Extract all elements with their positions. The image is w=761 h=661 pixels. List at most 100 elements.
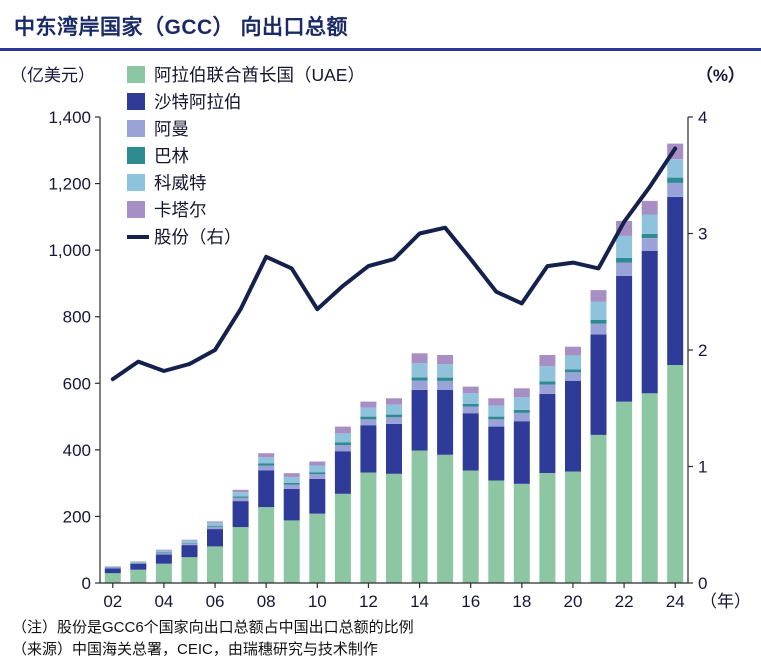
bar-segment: [232, 489, 249, 493]
bar-segment: [590, 323, 607, 335]
bar-segment: [539, 384, 556, 394]
bar-segment: [616, 401, 633, 583]
bar-segment: [437, 389, 454, 455]
bar-segment: [513, 397, 530, 410]
bar-segment: [565, 346, 581, 356]
legend-item: 阿曼: [127, 115, 365, 142]
legend-label: 股份（右）: [154, 227, 242, 247]
x-tick-label: 02: [103, 592, 122, 611]
chart-header: 中东湾岸国家（GCC） 向出口总额: [0, 0, 761, 51]
bar-segment: [539, 381, 556, 385]
left-tick-label: 0: [82, 574, 91, 593]
bar-segment: [283, 484, 300, 489]
legend-label: 阿拉伯联合酋长国（UAE）: [154, 65, 365, 85]
bar-segment: [334, 493, 351, 583]
bar-segment: [155, 549, 172, 551]
bar-segment: [130, 561, 147, 562]
bar-segment: [309, 474, 326, 479]
bar-segment: [258, 453, 275, 458]
bar-segment: [641, 393, 658, 583]
bar-segment: [641, 250, 658, 394]
bar-segment: [155, 552, 172, 554]
bar-segment: [334, 426, 351, 434]
bar-segment: [590, 290, 607, 302]
bar-segment: [155, 554, 172, 564]
x-axis-unit: （年）: [700, 592, 751, 611]
bar-segment: [667, 196, 684, 365]
left-tick-label: 800: [63, 308, 91, 327]
note-definition: （注）股份是GCC6个国家向出口总额占中国出口总额的比例: [12, 619, 414, 636]
bar-segment: [104, 568, 121, 574]
bar-segment: [565, 369, 581, 373]
x-tick-label: 14: [410, 592, 429, 611]
bar-segment: [104, 566, 121, 568]
bar-segment: [181, 540, 198, 543]
bar-segment: [565, 372, 581, 381]
bar-segment: [539, 366, 556, 382]
bar-segment: [207, 522, 223, 526]
bar-segment: [130, 561, 147, 563]
left-tick-label: 200: [63, 507, 91, 526]
left-tick-label: 600: [63, 374, 91, 393]
left-tick-label: 1,000: [48, 241, 91, 260]
bar-segment: [411, 377, 428, 381]
bar-segment: [462, 406, 479, 414]
legend-item: 股份（右）: [127, 223, 365, 250]
bar-segment: [309, 461, 326, 466]
bar-segment: [155, 563, 172, 583]
bar-segment: [565, 355, 581, 370]
bar-segment: [590, 334, 607, 435]
bar-segment: [360, 407, 377, 417]
bar-segment: [488, 398, 505, 406]
legend-line-swatch: [127, 234, 149, 239]
legend-label: 巴林: [154, 146, 189, 166]
bar-segment: [667, 159, 684, 178]
bar-segment: [590, 320, 607, 324]
bar-segment: [488, 426, 505, 481]
bar-segment: [104, 567, 121, 569]
bar-segment: [207, 526, 223, 529]
x-tick-label: 12: [359, 592, 378, 611]
right-tick-label: 3: [698, 225, 707, 244]
bar-segment: [616, 262, 633, 276]
x-tick-label: 08: [257, 592, 276, 611]
bar-segment: [411, 389, 428, 451]
bar-segment: [334, 445, 351, 452]
bar-segment: [360, 416, 377, 420]
bar-segment: [488, 419, 505, 427]
bar-segment: [360, 419, 377, 426]
footnotes: （注）股份是GCC6个国家向出口总额占中国出口总额的比例 （来源）中国海关总署，…: [0, 614, 761, 661]
bar-segment: [565, 471, 581, 583]
bar-segment: [488, 405, 505, 417]
x-tick-label: 06: [206, 592, 225, 611]
legend-color-swatch: [127, 174, 145, 191]
legend-label: 卡塔尔: [154, 200, 207, 220]
x-tick-label: 20: [563, 592, 582, 611]
bar-segment: [104, 573, 121, 583]
right-tick-label: 4: [698, 108, 707, 127]
bar-segment: [334, 433, 351, 443]
bar-segment: [488, 416, 505, 420]
bar-segment: [386, 473, 402, 583]
bar-segment: [386, 414, 402, 418]
legend-color-swatch: [127, 120, 145, 137]
bar-segment: [207, 529, 223, 547]
bar-segment: [667, 182, 684, 197]
bar-segment: [641, 214, 658, 234]
bar-segment: [386, 423, 402, 474]
bar-segment: [181, 539, 198, 541]
legend-item: 阿拉伯联合酋长国（UAE）: [127, 61, 365, 88]
bar-segment: [309, 472, 326, 475]
bar-segment: [539, 473, 556, 583]
bar-segment: [513, 409, 530, 413]
bar-segment: [258, 457, 275, 464]
bar-segment: [590, 434, 607, 583]
bar-segment: [437, 355, 454, 365]
legend-item: 沙特阿拉伯: [127, 88, 365, 115]
legend-label: 科威特: [154, 173, 207, 193]
bar-segment: [207, 546, 223, 583]
bar-segment: [616, 275, 633, 402]
legend-color-swatch: [127, 93, 145, 110]
